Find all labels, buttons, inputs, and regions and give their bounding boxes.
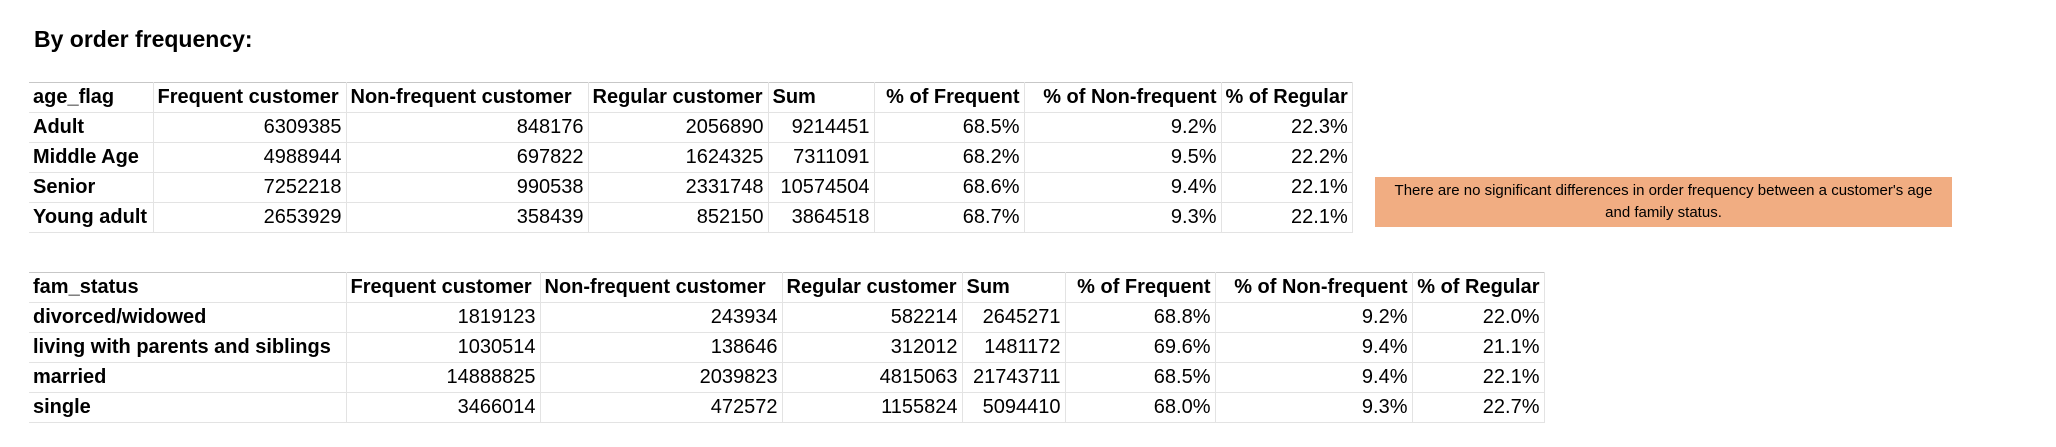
- column-header[interactable]: Non-frequent customer: [540, 272, 783, 303]
- column-header[interactable]: % of Frequent: [874, 82, 1025, 113]
- column-header[interactable]: fam_status: [29, 272, 347, 303]
- value-cell[interactable]: 68.8%: [1065, 302, 1216, 333]
- value-cell[interactable]: 21.1%: [1412, 332, 1545, 363]
- value-cell[interactable]: 1481172: [962, 332, 1066, 363]
- value-cell[interactable]: 22.2%: [1221, 142, 1353, 173]
- age-flag-table: age_flag Frequent customer Non-frequent …: [29, 82, 1353, 233]
- value-cell[interactable]: 9.4%: [1215, 362, 1413, 393]
- column-header[interactable]: % of Non-frequent: [1024, 82, 1222, 113]
- row-label-cell[interactable]: married: [29, 362, 347, 393]
- table-row: single 3466014 472572 1155824 5094410 68.0% 9.…: [29, 392, 1545, 423]
- row-label-cell[interactable]: Middle Age: [29, 142, 154, 173]
- row-label-cell[interactable]: Young adult: [29, 202, 154, 233]
- value-cell[interactable]: 990538: [346, 172, 589, 203]
- value-cell[interactable]: 9.4%: [1024, 172, 1222, 203]
- value-cell[interactable]: 9.5%: [1024, 142, 1222, 173]
- value-cell[interactable]: 22.1%: [1412, 362, 1545, 393]
- value-cell[interactable]: 243934: [540, 302, 783, 333]
- value-cell[interactable]: 9214451: [768, 112, 875, 143]
- table-row: Young adult 2653929 358439 852150 3864518 68.…: [29, 202, 1353, 233]
- value-cell[interactable]: 1819123: [346, 302, 541, 333]
- value-cell[interactable]: 4815063: [782, 362, 963, 393]
- column-header[interactable]: Sum: [962, 272, 1066, 303]
- table-row: married 14888825 2039823 4815063 21743711 68.…: [29, 362, 1545, 393]
- column-header[interactable]: % of Non-frequent: [1215, 272, 1413, 303]
- column-header[interactable]: Frequent customer: [153, 82, 347, 113]
- value-cell[interactable]: 10574504: [768, 172, 875, 203]
- column-header[interactable]: % of Regular: [1221, 82, 1353, 113]
- value-cell[interactable]: 9.2%: [1024, 112, 1222, 143]
- value-cell[interactable]: 582214: [782, 302, 963, 333]
- value-cell[interactable]: 697822: [346, 142, 589, 173]
- value-cell[interactable]: 6309385: [153, 112, 347, 143]
- table-row: Adult 6309385 848176 2056890 9214451 68.5% 9.2…: [29, 112, 1353, 143]
- value-cell[interactable]: 848176: [346, 112, 589, 143]
- value-cell[interactable]: 68.0%: [1065, 392, 1216, 423]
- row-label-cell[interactable]: Adult: [29, 112, 154, 143]
- table-row: Senior 7252218 990538 2331748 10574504 68.6% 9…: [29, 172, 1353, 203]
- row-label-cell[interactable]: single: [29, 392, 347, 423]
- table-header-row: age_flag Frequent customer Non-frequent …: [29, 82, 1353, 113]
- table-row: divorced/widowed 1819123 243934 582214 26452…: [29, 302, 1545, 333]
- section-title: By order frequency:: [34, 26, 253, 52]
- table-row: living with parents and siblings 1030514 1…: [29, 332, 1545, 363]
- column-header[interactable]: age_flag: [29, 82, 154, 113]
- column-header[interactable]: Non-frequent customer: [346, 82, 589, 113]
- value-cell[interactable]: 1624325: [588, 142, 769, 173]
- value-cell[interactable]: 22.1%: [1221, 202, 1353, 233]
- value-cell[interactable]: 1155824: [782, 392, 963, 423]
- value-cell[interactable]: 22.3%: [1221, 112, 1353, 143]
- value-cell[interactable]: 3466014: [346, 392, 541, 423]
- value-cell[interactable]: 9.2%: [1215, 302, 1413, 333]
- column-header[interactable]: Sum: [768, 82, 875, 113]
- value-cell[interactable]: 21743711: [962, 362, 1066, 393]
- value-cell[interactable]: 472572: [540, 392, 783, 423]
- note-text: There are no significant differences in …: [1394, 182, 1933, 221]
- column-header[interactable]: % of Regular: [1412, 272, 1545, 303]
- column-header[interactable]: Regular customer: [588, 82, 769, 113]
- row-label-cell[interactable]: divorced/widowed: [29, 302, 347, 333]
- table-header-row: fam_status Frequent customer Non-frequen…: [29, 272, 1545, 303]
- value-cell[interactable]: 5094410: [962, 392, 1066, 423]
- value-cell[interactable]: 4988944: [153, 142, 347, 173]
- value-cell[interactable]: 3864518: [768, 202, 875, 233]
- value-cell[interactable]: 1030514: [346, 332, 541, 363]
- value-cell[interactable]: 2653929: [153, 202, 347, 233]
- value-cell[interactable]: 69.6%: [1065, 332, 1216, 363]
- value-cell[interactable]: 358439: [346, 202, 589, 233]
- value-cell[interactable]: 68.7%: [874, 202, 1025, 233]
- value-cell[interactable]: 2645271: [962, 302, 1066, 333]
- value-cell[interactable]: 9.3%: [1024, 202, 1222, 233]
- value-cell[interactable]: 68.2%: [874, 142, 1025, 173]
- value-cell[interactable]: 9.3%: [1215, 392, 1413, 423]
- table-row: Middle Age 4988944 697822 1624325 7311091 68.…: [29, 142, 1353, 173]
- value-cell[interactable]: 2039823: [540, 362, 783, 393]
- value-cell[interactable]: 312012: [782, 332, 963, 363]
- value-cell[interactable]: 7311091: [768, 142, 875, 173]
- value-cell[interactable]: 68.6%: [874, 172, 1025, 203]
- value-cell[interactable]: 22.0%: [1412, 302, 1545, 333]
- value-cell[interactable]: 138646: [540, 332, 783, 363]
- column-header[interactable]: % of Frequent: [1065, 272, 1216, 303]
- value-cell[interactable]: 9.4%: [1215, 332, 1413, 363]
- column-header[interactable]: Regular customer: [782, 272, 963, 303]
- column-header[interactable]: Frequent customer: [346, 272, 541, 303]
- value-cell[interactable]: 68.5%: [874, 112, 1025, 143]
- value-cell[interactable]: 852150: [588, 202, 769, 233]
- conclusion-note[interactable]: There are no significant differences in …: [1375, 177, 1952, 227]
- value-cell[interactable]: 22.7%: [1412, 392, 1545, 423]
- value-cell[interactable]: 2331748: [588, 172, 769, 203]
- value-cell[interactable]: 68.5%: [1065, 362, 1216, 393]
- value-cell[interactable]: 2056890: [588, 112, 769, 143]
- row-label-cell[interactable]: Senior: [29, 172, 154, 203]
- row-label-cell[interactable]: living with parents and siblings: [29, 332, 347, 363]
- fam-status-table: fam_status Frequent customer Non-frequen…: [29, 272, 1545, 423]
- value-cell[interactable]: 22.1%: [1221, 172, 1353, 203]
- value-cell[interactable]: 14888825: [346, 362, 541, 393]
- value-cell[interactable]: 7252218: [153, 172, 347, 203]
